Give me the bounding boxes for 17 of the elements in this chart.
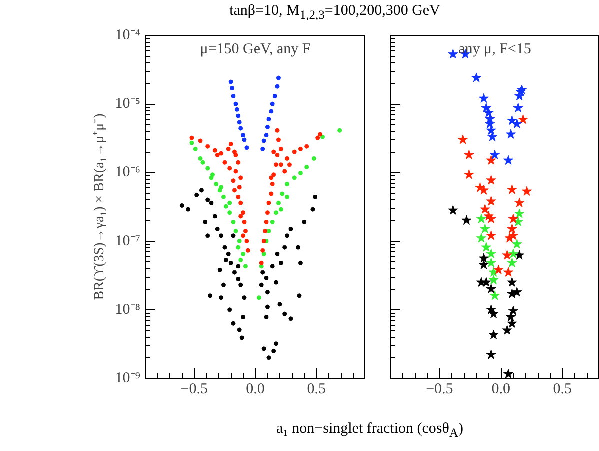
y-tick-label: 10⁻⁴ — [115, 28, 141, 44]
y-tick-label: 10⁻⁶ — [115, 164, 141, 181]
y-tick-label: 10⁻⁹ — [115, 370, 141, 386]
x-tick-label: 0.0 — [246, 382, 265, 398]
x-tick-label: 0.0 — [492, 382, 511, 398]
annotation: any μ, F<15 — [458, 42, 532, 58]
y-axis-title: BR(ϒ(3S)→γa₁) × BR(a₁→μ⁺μ⁻) — [92, 113, 108, 300]
x-tick-label: −0.5 — [426, 382, 454, 398]
annotation: μ=150 GeV, any F — [200, 42, 311, 58]
y-tick-label: 10⁻⁸ — [115, 302, 141, 318]
x-axis-title: a₁ non−singlet fraction (cosθ$_{A}$) — [276, 420, 464, 442]
chart-title: tanβ=10, M$_{1,2,3}$=100,200,300 GeV — [230, 2, 440, 24]
x-tick-label: −0.5 — [180, 382, 208, 398]
y-tick-label: 10⁻⁷ — [115, 233, 141, 250]
y-tick-label: 10⁻⁵ — [115, 96, 141, 112]
x-tick-label: 0.5 — [553, 382, 572, 398]
x-tick-label: 0.5 — [307, 382, 326, 398]
